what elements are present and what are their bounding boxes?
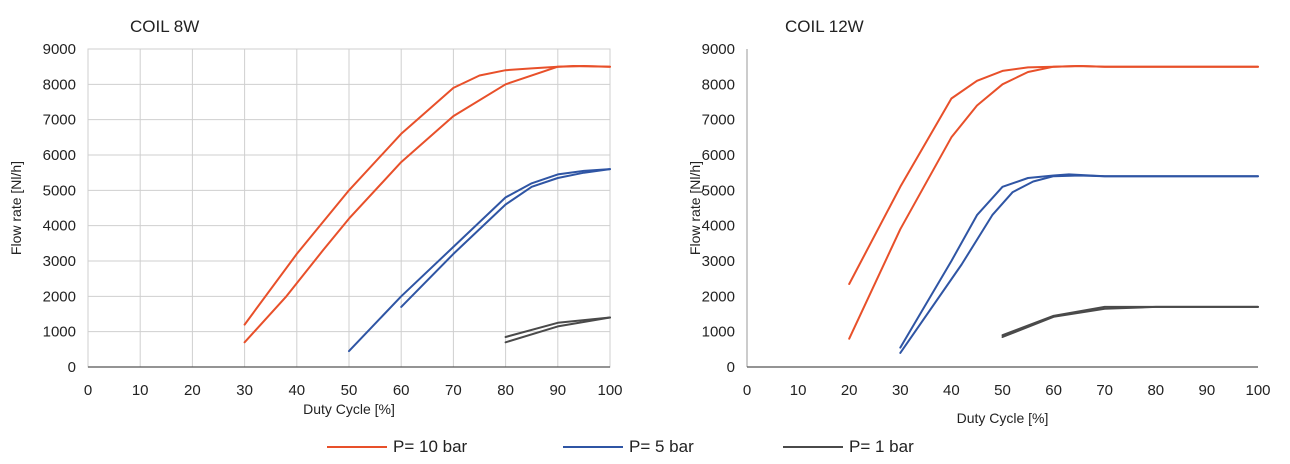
x-tick-label: 50 [341, 382, 358, 399]
series-line-p10-2 [243, 65, 611, 344]
x-tick-label: 0 [743, 382, 751, 399]
x-tick-label: 0 [84, 382, 92, 399]
y-tick-label: 7000 [702, 112, 735, 129]
legend-label-p1: P= 1 bar [849, 437, 914, 456]
series-line-p1-5 [504, 316, 611, 338]
y-tick-label: 1000 [702, 324, 735, 341]
legend-swatch-p1 [783, 446, 843, 448]
x-tick-label: 20 [841, 382, 858, 399]
legend-item-p1: P= 1 bar [783, 432, 914, 462]
y-tick-label: 6000 [43, 147, 76, 164]
x-tick-label: 20 [184, 382, 201, 399]
y-tick-label: 1000 [43, 324, 76, 341]
y-tick-label: 5000 [702, 182, 735, 199]
y-tick-label: 8000 [702, 76, 735, 93]
series-line-p10-1 [243, 65, 611, 326]
legend-item-p10: P= 10 bar [327, 432, 467, 462]
x-tick-label: 10 [790, 382, 807, 399]
chart-2: 0 1000 2000 3000 4000 5000 6000 7000 8000 9000 0 10… [687, 17, 1271, 426]
y-axis-label: Flow rate [Nl/h] [687, 161, 703, 255]
legend-label-p5: P= 5 bar [629, 437, 694, 456]
x-tick-label: 80 [1147, 382, 1164, 399]
x-tick-label: 30 [236, 382, 253, 399]
x-tick-label: 80 [497, 382, 514, 399]
y-tick-label: 6000 [702, 147, 735, 164]
y-tick-label: 8000 [43, 76, 76, 93]
series-line-p5-3 [348, 168, 611, 353]
y-tick-label: 7000 [43, 112, 76, 129]
x-tick-label: 40 [943, 382, 960, 399]
series-line-p1-6 [504, 316, 611, 344]
y-tick-label: 4000 [702, 218, 735, 235]
legend-swatch-p5 [563, 446, 623, 448]
chart-title: COIL 8W [130, 17, 199, 36]
y-tick-label: 9000 [702, 41, 735, 58]
y-tick-label: 5000 [43, 182, 76, 199]
legend: P= 10 bar P= 5 bar P= 1 bar [0, 432, 1290, 462]
y-tick-label: 2000 [702, 288, 735, 305]
series-line-p5-4 [899, 174, 1259, 354]
y-tick-label: 0 [727, 359, 735, 376]
chart-1: 0 1000 2000 3000 4000 5000 6000 7000 8000 9000 0 10… [8, 17, 623, 417]
series-line-p10-2 [848, 65, 1259, 340]
legend-swatch-p10 [327, 446, 387, 448]
chart-title: COIL 12W [785, 17, 864, 36]
x-axis-label: Duty Cycle [%] [957, 410, 1049, 426]
y-tick-label: 3000 [702, 253, 735, 270]
x-tick-label: 70 [1096, 382, 1113, 399]
y-axis-label: Flow rate [Nl/h] [8, 161, 24, 255]
x-axis-label: Duty Cycle [%] [303, 401, 395, 417]
x-tick-label: 50 [994, 382, 1011, 399]
series-line-p5-3 [899, 173, 1259, 349]
x-tick-label: 30 [892, 382, 909, 399]
x-tick-label: 100 [597, 382, 622, 399]
x-tick-label: 90 [1199, 382, 1216, 399]
x-tick-label: 100 [1245, 382, 1270, 399]
x-tick-label: 10 [132, 382, 149, 399]
legend-label-p10: P= 10 bar [393, 437, 468, 456]
y-tick-label: 0 [68, 359, 76, 376]
x-tick-label: 60 [1045, 382, 1062, 399]
y-tick-label: 4000 [43, 218, 76, 235]
series-line-p1-6 [1001, 305, 1259, 338]
x-tick-label: 90 [549, 382, 566, 399]
x-tick-label: 70 [445, 382, 462, 399]
y-tick-label: 9000 [43, 41, 76, 58]
x-tick-label: 40 [288, 382, 305, 399]
y-tick-label: 2000 [43, 288, 76, 305]
y-tick-label: 3000 [43, 253, 76, 270]
legend-item-p5: P= 5 bar [563, 432, 694, 462]
x-tick-label: 60 [393, 382, 410, 399]
series-line-p5-4 [400, 168, 611, 308]
